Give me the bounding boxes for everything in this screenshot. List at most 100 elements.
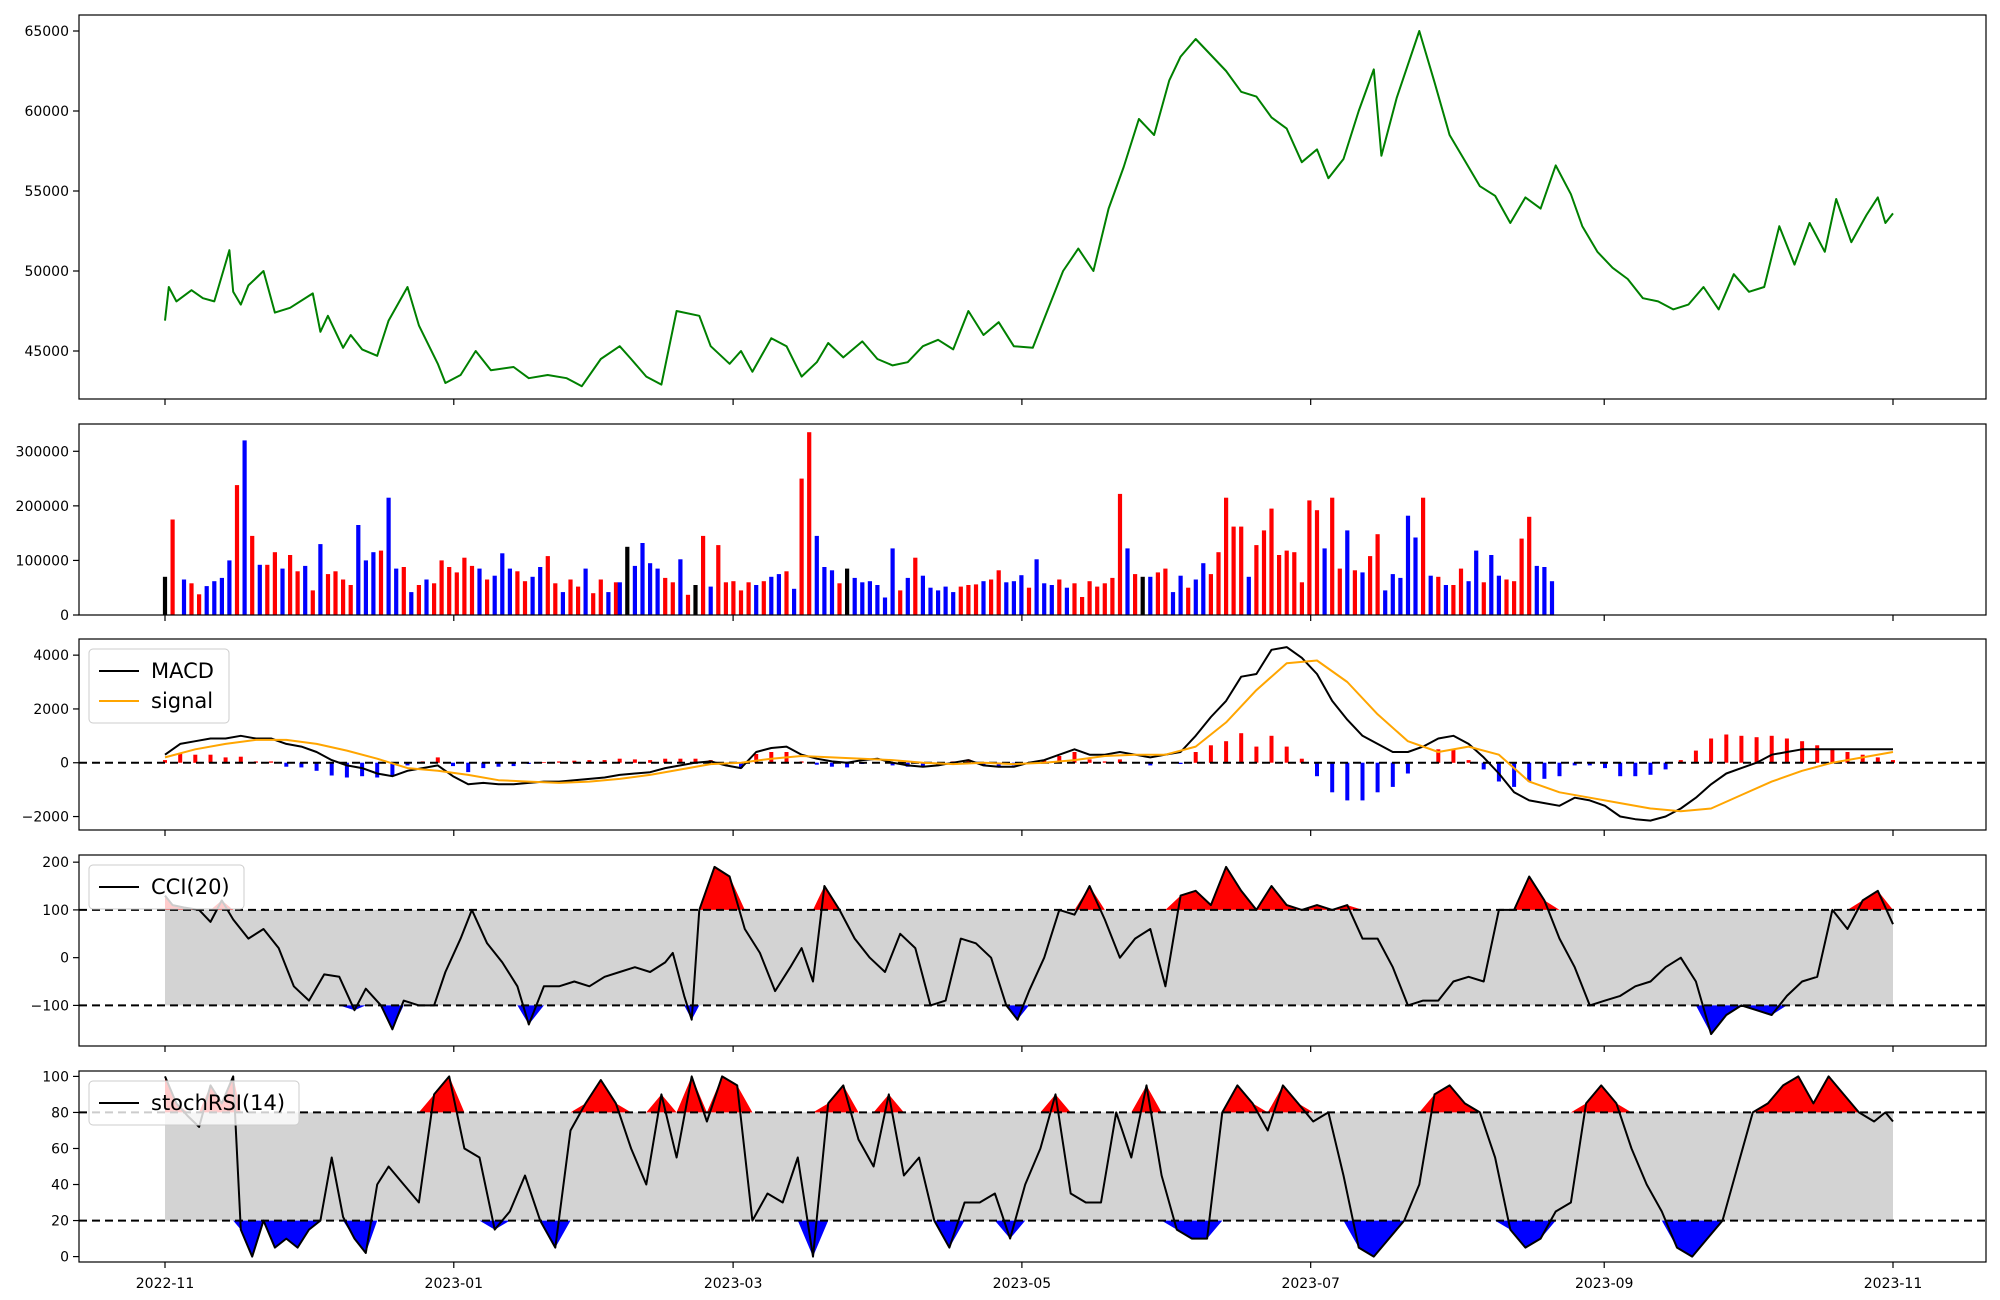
macd-histogram-bar — [1239, 733, 1244, 763]
volume-bar — [1034, 559, 1039, 615]
macd-histogram-bar — [360, 762, 365, 777]
volume-bar — [943, 586, 948, 615]
stochrsi-plot-area — [79, 1075, 1986, 1258]
volume-bar — [958, 586, 963, 615]
y-tick-label: 80 — [51, 1105, 69, 1121]
volume-bar — [1102, 583, 1107, 615]
volume-bar — [447, 567, 452, 615]
volume-bar — [1193, 579, 1198, 615]
cci-legend: CCI(20) — [88, 864, 245, 910]
macd-histogram-bar — [1208, 745, 1213, 763]
macd-histogram-bar — [344, 762, 349, 778]
volume-bar — [371, 552, 376, 615]
macd-histogram-bar — [678, 758, 683, 763]
volume-bar — [280, 568, 285, 615]
volume-bar — [1527, 516, 1532, 615]
volume-bar — [197, 594, 202, 615]
macd-histogram-bar — [1072, 752, 1077, 763]
macd-histogram-bar — [1891, 760, 1895, 763]
volume-bar — [1284, 550, 1289, 615]
volume-bar — [951, 592, 956, 615]
macd-histogram-bar — [466, 762, 471, 773]
macd-histogram-bar — [890, 762, 895, 766]
volume-bar — [1337, 568, 1342, 615]
volume-bar — [341, 579, 346, 615]
volume-bar — [1413, 537, 1418, 615]
cci-overbought-fill — [165, 866, 1893, 910]
macd-histogram-bar — [163, 760, 167, 763]
volume-bar — [928, 587, 933, 615]
volume-axes-frame — [78, 423, 1987, 616]
volume-bar — [288, 555, 293, 615]
volume-bar — [507, 568, 512, 615]
macd-panel: −2000 0 2000 4000 MACD signal — [22, 638, 1987, 836]
volume-bar — [522, 581, 528, 615]
volume-bar — [348, 585, 353, 615]
macd-histogram-bar — [1102, 761, 1107, 763]
volume-bar — [250, 535, 255, 615]
macd-histogram-bar — [1587, 762, 1592, 766]
volume-bar — [1155, 572, 1160, 615]
volume-bar — [553, 583, 558, 615]
stochrsi-series-line-0 — [164, 1075, 1894, 1258]
macd-histogram-bar — [739, 762, 743, 769]
volume-bar — [598, 579, 603, 615]
y-tick-label: −2000 — [22, 810, 69, 826]
y-tick-label: 100 — [42, 903, 69, 919]
volume-bar — [1049, 585, 1054, 615]
volume-bar — [693, 585, 698, 615]
volume-bar — [1277, 555, 1282, 615]
volume-bar — [1299, 582, 1304, 615]
volume-bar — [905, 577, 910, 615]
volume-bar — [1133, 574, 1138, 615]
volume-bar — [898, 590, 903, 615]
macd-histogram-bar — [1148, 762, 1153, 766]
macd-histogram-bar — [1466, 760, 1471, 763]
volume-bar — [1057, 579, 1062, 615]
macd-histogram-bar — [981, 762, 986, 766]
volume-bar — [1330, 497, 1335, 615]
volume-bar — [708, 586, 713, 615]
legend-label: stochRSI(14) — [151, 1091, 285, 1115]
macd-histogram-bar — [1405, 762, 1410, 774]
volume-bar — [1125, 548, 1130, 615]
volume-bar — [1011, 581, 1016, 615]
volume-bar — [670, 582, 675, 615]
macd-series-line-0 — [164, 646, 1893, 822]
volume-bar — [1542, 567, 1547, 615]
volume-bar — [606, 592, 611, 615]
volume-bar — [1345, 530, 1350, 615]
volume-bar — [769, 576, 774, 615]
y-tick-label: −100 — [31, 998, 69, 1014]
cci-oversold-fill — [165, 1005, 1893, 1035]
legend-label: CCI(20) — [151, 875, 230, 899]
volume-bar — [189, 583, 194, 615]
volume-bar — [776, 574, 781, 615]
macd-histogram-bar — [1693, 750, 1698, 763]
macd-histogram-bar — [1709, 738, 1714, 763]
y-tick-label: 50000 — [24, 264, 69, 280]
volume-bar — [1474, 550, 1479, 615]
x-tick-label: 2023-03 — [704, 1276, 763, 1292]
volume-bar — [1269, 508, 1274, 615]
macd-histogram-bar — [435, 757, 440, 763]
macd-histogram-bar — [1618, 762, 1623, 777]
volume-bar — [1261, 530, 1267, 615]
volume-bar — [227, 560, 232, 615]
macd-series-line-1 — [164, 659, 1894, 813]
volume-bar — [500, 553, 505, 615]
macd-histogram-bar — [375, 762, 380, 778]
volume-bar — [1314, 510, 1320, 615]
volume-bar — [852, 577, 857, 615]
volume-bar — [648, 563, 653, 615]
volume-bar — [936, 590, 941, 615]
macd-histogram-bar — [284, 762, 289, 767]
volume-bar — [576, 586, 581, 615]
volume-bar — [1170, 592, 1176, 615]
volume-bar — [1117, 493, 1123, 615]
volume-bar — [591, 593, 596, 615]
volume-bar — [1390, 574, 1395, 615]
macd-histogram-bar — [208, 754, 213, 763]
y-tick-label: 300000 — [16, 444, 69, 460]
x-tick-label: 2023-07 — [1281, 1276, 1340, 1292]
